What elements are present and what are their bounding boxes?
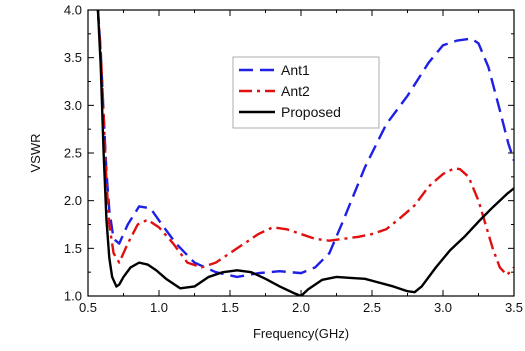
series-line-proposed: [96, 10, 514, 296]
x-tick-label: 1.0: [150, 300, 168, 315]
x-tick-label: 2.5: [363, 300, 381, 315]
legend-label-ant2: Ant2: [281, 83, 310, 99]
ticks-layer: [87, 9, 515, 297]
tick-labels-layer: 0.5 1.0 1.5 2.0 2.5 3.0 3.51.01.52.02.53.03.54…: [64, 3, 523, 316]
legend: Ant1 Ant2 Proposed: [232, 56, 380, 129]
x-axis-label: Frequency(GHz): [253, 326, 349, 341]
series-line-ant2: [96, 10, 514, 277]
legend-label-ant1: Ant1: [281, 62, 310, 78]
y-tick-label: 1.5: [64, 241, 82, 256]
y-axis-label: VSWR: [28, 134, 43, 173]
y-tick-label: 2.5: [64, 146, 82, 161]
x-tick-label: 3.0: [434, 300, 452, 315]
x-tick-label: 0.5: [79, 300, 97, 315]
legend-label-proposed: Proposed: [281, 104, 341, 120]
legend-box: [232, 56, 380, 129]
y-tick-label: 1.0: [64, 289, 82, 304]
series-layer: [96, 10, 514, 296]
y-tick-label: 4.0: [64, 3, 82, 18]
x-tick-label: 2.0: [292, 300, 310, 315]
y-tick-label: 3.5: [64, 50, 82, 65]
y-tick-label: 2.0: [64, 193, 82, 208]
y-tick-label: 3.0: [64, 98, 82, 113]
series-line-ant1: [96, 10, 514, 279]
x-tick-label: 1.5: [221, 300, 239, 315]
plot-frame: [87, 9, 515, 297]
x-tick-label: 3.5: [505, 300, 523, 315]
